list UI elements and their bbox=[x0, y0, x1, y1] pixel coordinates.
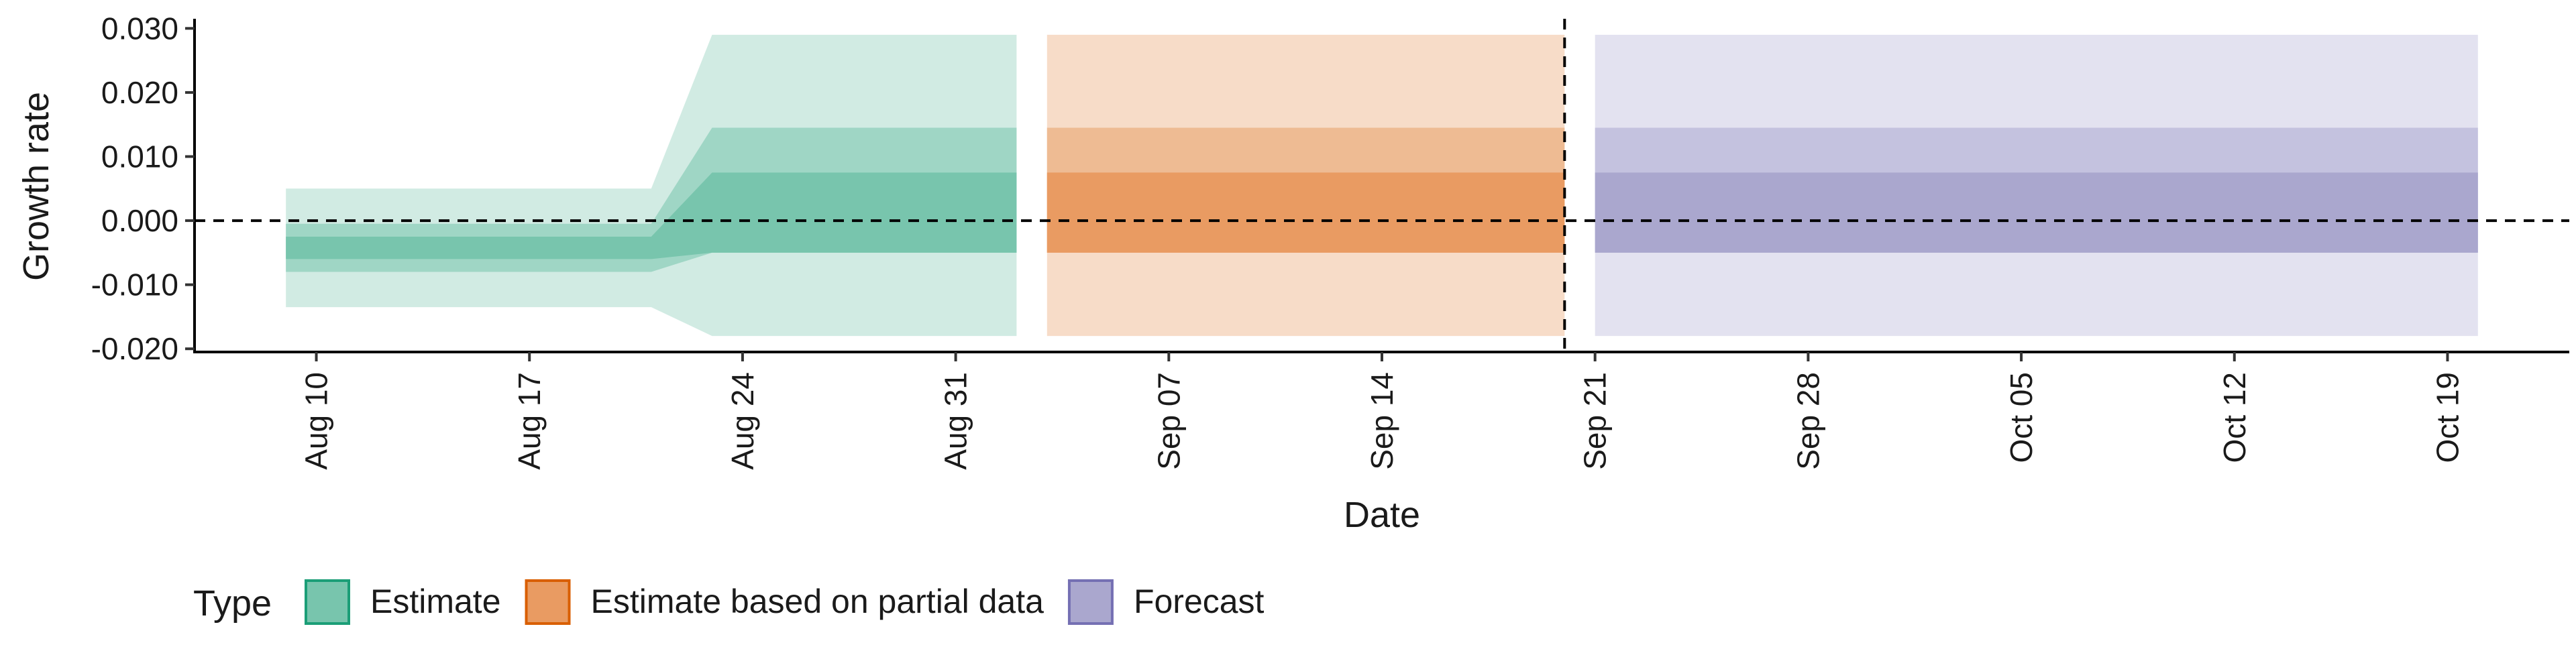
y-tick-label: -0.020 bbox=[91, 331, 178, 366]
y-tick-label: 0.030 bbox=[101, 11, 178, 46]
axes: -0.020 -0.010 0.000 0.010 0.020 0.030 Aug 10 Au… bbox=[91, 11, 2569, 470]
y-tick-label: 0.020 bbox=[101, 75, 178, 110]
legend-swatch-estimate-based-on-partial-data bbox=[525, 579, 571, 625]
x-tick-label: Sep 28 bbox=[1790, 372, 1825, 470]
forecast-inner-band bbox=[1595, 172, 2478, 253]
y-tick-label: 0.010 bbox=[101, 139, 178, 174]
legend-label-forecast: Forecast bbox=[1134, 583, 1265, 620]
y-tick-label: 0.000 bbox=[101, 203, 178, 238]
x-tick-label: Aug 24 bbox=[725, 372, 760, 470]
legend-swatch-forecast bbox=[1067, 579, 1114, 625]
x-tick-label: Sep 14 bbox=[1364, 372, 1399, 470]
x-tick-label: Oct 19 bbox=[2430, 372, 2465, 463]
x-tick-label: Aug 31 bbox=[938, 372, 973, 470]
legend-title: Type bbox=[193, 583, 272, 624]
x-tick-label: Oct 12 bbox=[2217, 372, 2252, 463]
estimate-inner-band bbox=[286, 172, 1017, 259]
x-tick-label: Sep 21 bbox=[1578, 372, 1613, 470]
y-tick-label: -0.010 bbox=[91, 268, 178, 302]
x-tick-label: Sep 07 bbox=[1151, 372, 1186, 470]
legend-label-estimate: Estimate bbox=[370, 583, 501, 620]
ribbon-bands bbox=[286, 34, 2478, 337]
x-tick-label: Aug 10 bbox=[299, 372, 334, 470]
legend-label-estimate-based-on-partial-data: Estimate based on partial data bbox=[591, 583, 1044, 620]
x-tick-label: Aug 17 bbox=[512, 372, 547, 470]
axis-labels: Date Growth rate bbox=[16, 92, 1420, 535]
x-axis-title: Date bbox=[1344, 495, 1420, 535]
y-axis-title: Growth rate bbox=[16, 92, 56, 281]
legend-swatch-estimate bbox=[305, 579, 350, 625]
reference-lines bbox=[195, 19, 2569, 352]
legend: Type Estimate Estimate based on partial d… bbox=[193, 579, 1265, 625]
estimate-based-on-partial-data-inner-band bbox=[1046, 172, 1565, 253]
x-tick-label: Oct 05 bbox=[2004, 372, 2039, 463]
